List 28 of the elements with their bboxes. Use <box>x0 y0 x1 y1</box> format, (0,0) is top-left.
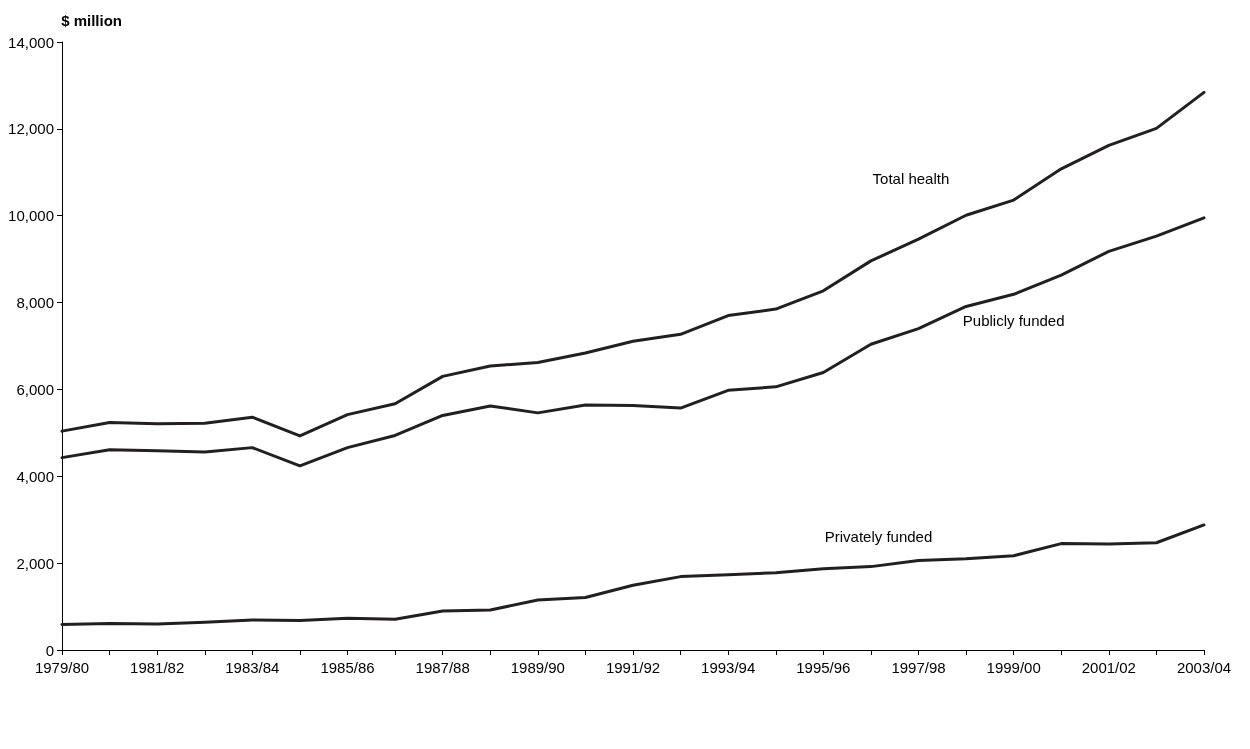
x-tick-label: 1991/92 <box>605 659 661 676</box>
y-tick-label: 4,000 <box>16 467 54 485</box>
x-tick-label: 1989/90 <box>510 659 565 676</box>
line-series <box>60 523 1206 626</box>
line-series <box>60 216 1206 468</box>
series-label: Publicly funded <box>962 312 1065 330</box>
x-tick-label: 1987/88 <box>415 659 470 676</box>
x-tick-label: 2001/02 <box>1081 659 1136 676</box>
x-tick-label: 1993/94 <box>701 659 756 676</box>
y-tick-label: 8,000 <box>16 294 54 312</box>
y-tick-label: 14,000 <box>8 33 54 51</box>
y-tick-label: 12,000 <box>8 120 54 138</box>
y-tick-label: 10,000 <box>8 207 54 225</box>
text: Total health <box>872 169 950 187</box>
y-axis-title: $ million <box>61 12 122 29</box>
x-tick-label: 1999/00 <box>986 659 1041 676</box>
y-tick-label: 2,000 <box>16 554 54 572</box>
x-tick-label: 1979/80 <box>34 659 90 676</box>
x-tick-label: 1985/86 <box>320 659 375 676</box>
y-tick-label: 6,000 <box>16 380 54 398</box>
x-tick-label: 2003/04 <box>1176 659 1232 676</box>
y-tick-label: 0 <box>45 641 54 659</box>
x-tick-label: 1995/96 <box>796 659 851 676</box>
x-tick-label: 1981/82 <box>130 659 185 676</box>
line-series <box>60 90 1206 438</box>
x-tick-label: 1997/98 <box>891 659 946 676</box>
x-tick-label: 1983/84 <box>225 659 280 676</box>
series-label: Privately funded <box>824 527 933 545</box>
